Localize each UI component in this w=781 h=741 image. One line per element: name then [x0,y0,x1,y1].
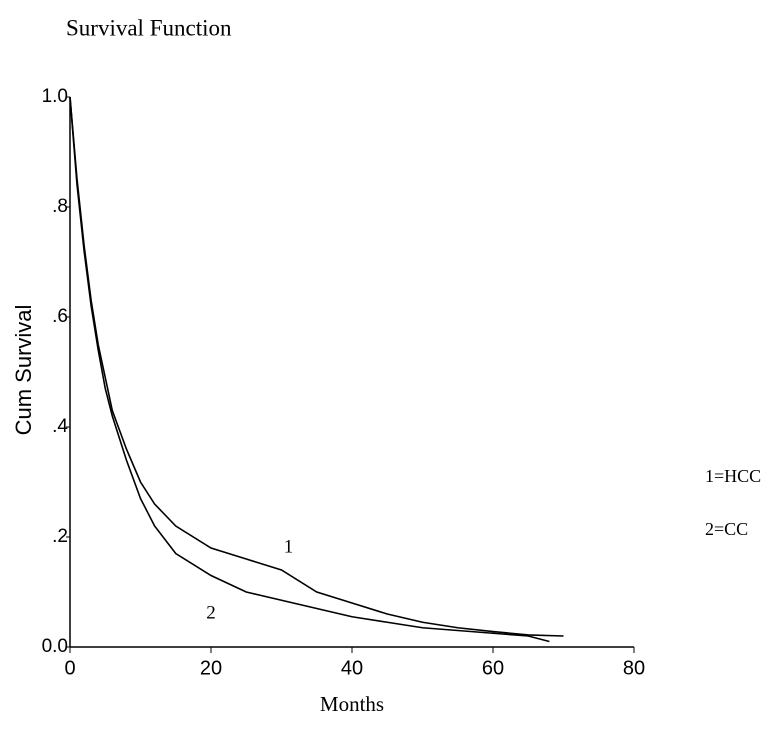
survival-line [69,96,550,643]
x-tick-label: 80 [623,657,645,679]
x-tick-label: 20 [200,657,222,679]
y-tick-label: .8 [52,196,68,217]
y-tick-label: .4 [52,416,68,437]
y-axis-label: Cum Survival [11,305,36,436]
curve-label: 1 [284,536,294,557]
x-tick-label: 40 [341,657,363,679]
y-tick-label: 0.0 [42,636,68,657]
y-tick-label: 1.0 [42,86,68,107]
y-tick-label: .2 [52,526,68,547]
legend-entry: 2=CC [705,519,748,539]
curve-label: 2 [206,602,216,623]
survival-line [69,96,564,637]
legend-entry: 1=HCC [705,466,761,486]
chart-title: Survival Function [66,15,232,40]
x-axis-label: Months [320,692,384,716]
y-tick-label: .6 [52,306,68,327]
x-tick-label: 0 [64,657,75,679]
x-tick-label: 60 [482,657,504,679]
